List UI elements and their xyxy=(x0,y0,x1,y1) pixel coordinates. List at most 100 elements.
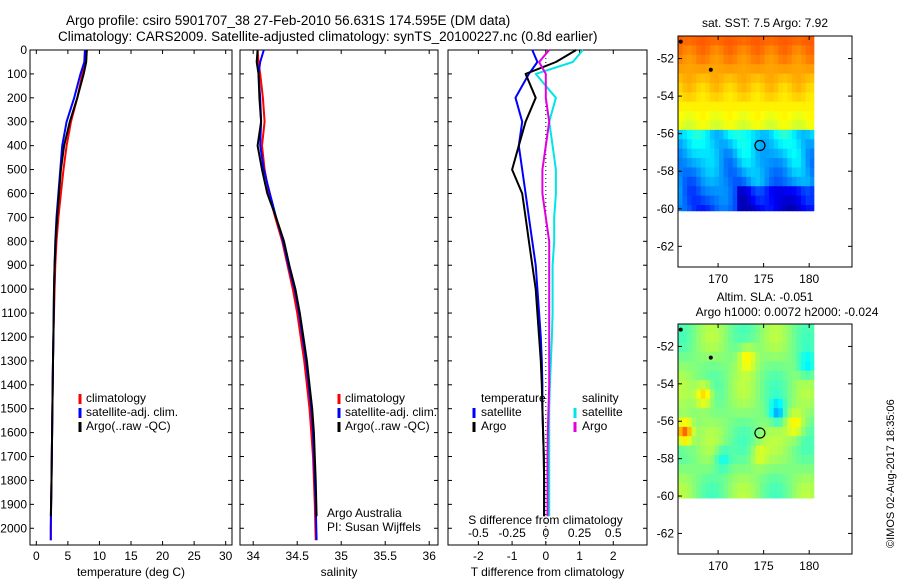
map-1-cell xyxy=(769,408,775,419)
panel-1-legend-entry: satellite-adj. clim. xyxy=(345,405,437,419)
map-0-cell xyxy=(705,129,711,140)
map-0-cell xyxy=(750,186,757,197)
map-1-cell xyxy=(718,408,725,419)
map-1-cell xyxy=(732,398,738,409)
map-0-cell xyxy=(755,186,761,197)
map-1-cell xyxy=(700,473,706,484)
map-0-cell xyxy=(791,54,798,65)
map-1-cell xyxy=(755,492,761,499)
map-0-cell xyxy=(728,45,734,56)
map-1-cell xyxy=(810,389,815,400)
map-0-cell xyxy=(787,45,793,56)
map-0-cell xyxy=(759,129,766,140)
map-1-cell xyxy=(718,482,725,493)
map-1-cell xyxy=(732,464,738,475)
map-1-cell xyxy=(782,342,788,353)
map-0-cell xyxy=(728,64,734,75)
map-1-cell xyxy=(773,482,779,493)
map-0-cell xyxy=(782,64,788,75)
map-0-cell xyxy=(764,176,770,187)
map-0-cell xyxy=(700,167,706,178)
map-1-cell xyxy=(778,342,784,353)
map-1-cell xyxy=(732,426,738,437)
map-1-cell xyxy=(773,370,779,381)
map-0-cell xyxy=(687,101,693,112)
map-0-cell xyxy=(732,111,738,122)
map-0-cell xyxy=(773,148,779,159)
map-1-cell xyxy=(737,464,743,475)
panel-2-xtick-label: -2 xyxy=(473,549,484,563)
panel-2-top-tick-label: -0.25 xyxy=(498,526,526,540)
map-1-cell xyxy=(759,426,766,437)
map-1-cell xyxy=(755,342,761,353)
map-0-cell xyxy=(796,36,802,46)
map-0-cell xyxy=(796,139,802,150)
map-1-cell xyxy=(791,342,798,353)
map-1-cell xyxy=(750,324,757,334)
map-1-cell xyxy=(791,333,798,344)
map-0-cell xyxy=(759,139,766,150)
map-0-cell xyxy=(764,129,770,140)
map-1-cell xyxy=(769,342,775,353)
map-1-cell xyxy=(805,380,811,391)
map-1-cell xyxy=(723,454,729,465)
map-1-cell xyxy=(787,408,793,419)
map-0-cell xyxy=(750,139,757,150)
map-0-cell xyxy=(750,73,757,84)
map-0-cell xyxy=(782,167,788,178)
map-0-cell xyxy=(728,158,734,169)
map-1-cell xyxy=(755,417,761,428)
map-1-cell xyxy=(728,370,734,381)
panel-0-ytick-label: 1900 xyxy=(0,497,27,511)
map-0-cell xyxy=(759,205,766,212)
map-1-argo-position xyxy=(754,427,766,439)
map-1-cell xyxy=(796,333,802,344)
map-1-cell xyxy=(764,342,770,353)
map-0-cell xyxy=(791,82,798,93)
map-0-marker xyxy=(678,39,683,44)
map-0-cell xyxy=(709,148,716,159)
map-1-cell xyxy=(718,436,725,447)
map-1-cell xyxy=(709,342,716,353)
map-1-cell xyxy=(723,380,729,391)
panel-0-ytick-label: 800 xyxy=(7,234,27,248)
map-0-cell xyxy=(728,101,734,112)
map-1-cell xyxy=(718,324,725,334)
map-1-cell xyxy=(800,398,807,409)
map-1-cell xyxy=(741,398,747,409)
map-1-cell xyxy=(787,342,793,353)
map-0-cell xyxy=(787,64,793,75)
map-0-cell xyxy=(746,139,752,150)
map-0-cell xyxy=(691,82,697,93)
map-0-border xyxy=(677,35,853,268)
map-1-cell xyxy=(687,324,693,334)
map-1-subtitle: Argo h1000: 0.0072 h2000: -0.024 xyxy=(696,305,879,319)
map-1-cell xyxy=(682,464,688,475)
map-1-cell xyxy=(805,473,811,484)
map-0-cell xyxy=(696,36,702,46)
map-1-cell xyxy=(732,436,738,447)
map-1-cell xyxy=(737,445,743,456)
map-0-cell xyxy=(696,92,702,103)
map-0-cell xyxy=(696,176,702,187)
map-0-cell xyxy=(773,73,779,84)
map-1-title: Altim. SLA: -0.051 xyxy=(717,290,814,304)
map-1-cell xyxy=(700,342,706,353)
map-1-cell xyxy=(764,380,770,391)
figure-title-line2: Climatology: CARS2009. Satellite-adjuste… xyxy=(58,29,598,44)
map-1-cell xyxy=(705,361,711,372)
panel-0-xtick-label: 15 xyxy=(124,549,138,563)
map-0-cell xyxy=(709,205,716,212)
map-0-cell xyxy=(773,129,779,140)
map-0-cell xyxy=(805,129,811,140)
map-1-cell xyxy=(782,473,788,484)
map-1-cell xyxy=(723,426,729,437)
map-0-cell xyxy=(782,54,788,65)
map-1-cell xyxy=(705,482,711,493)
map-0-cell xyxy=(737,64,743,75)
map-0-cell xyxy=(700,195,706,206)
map-1-cell xyxy=(737,380,743,391)
map-0-cell xyxy=(787,54,793,65)
map-0-cell xyxy=(769,176,775,187)
map-0-cell xyxy=(678,82,684,93)
